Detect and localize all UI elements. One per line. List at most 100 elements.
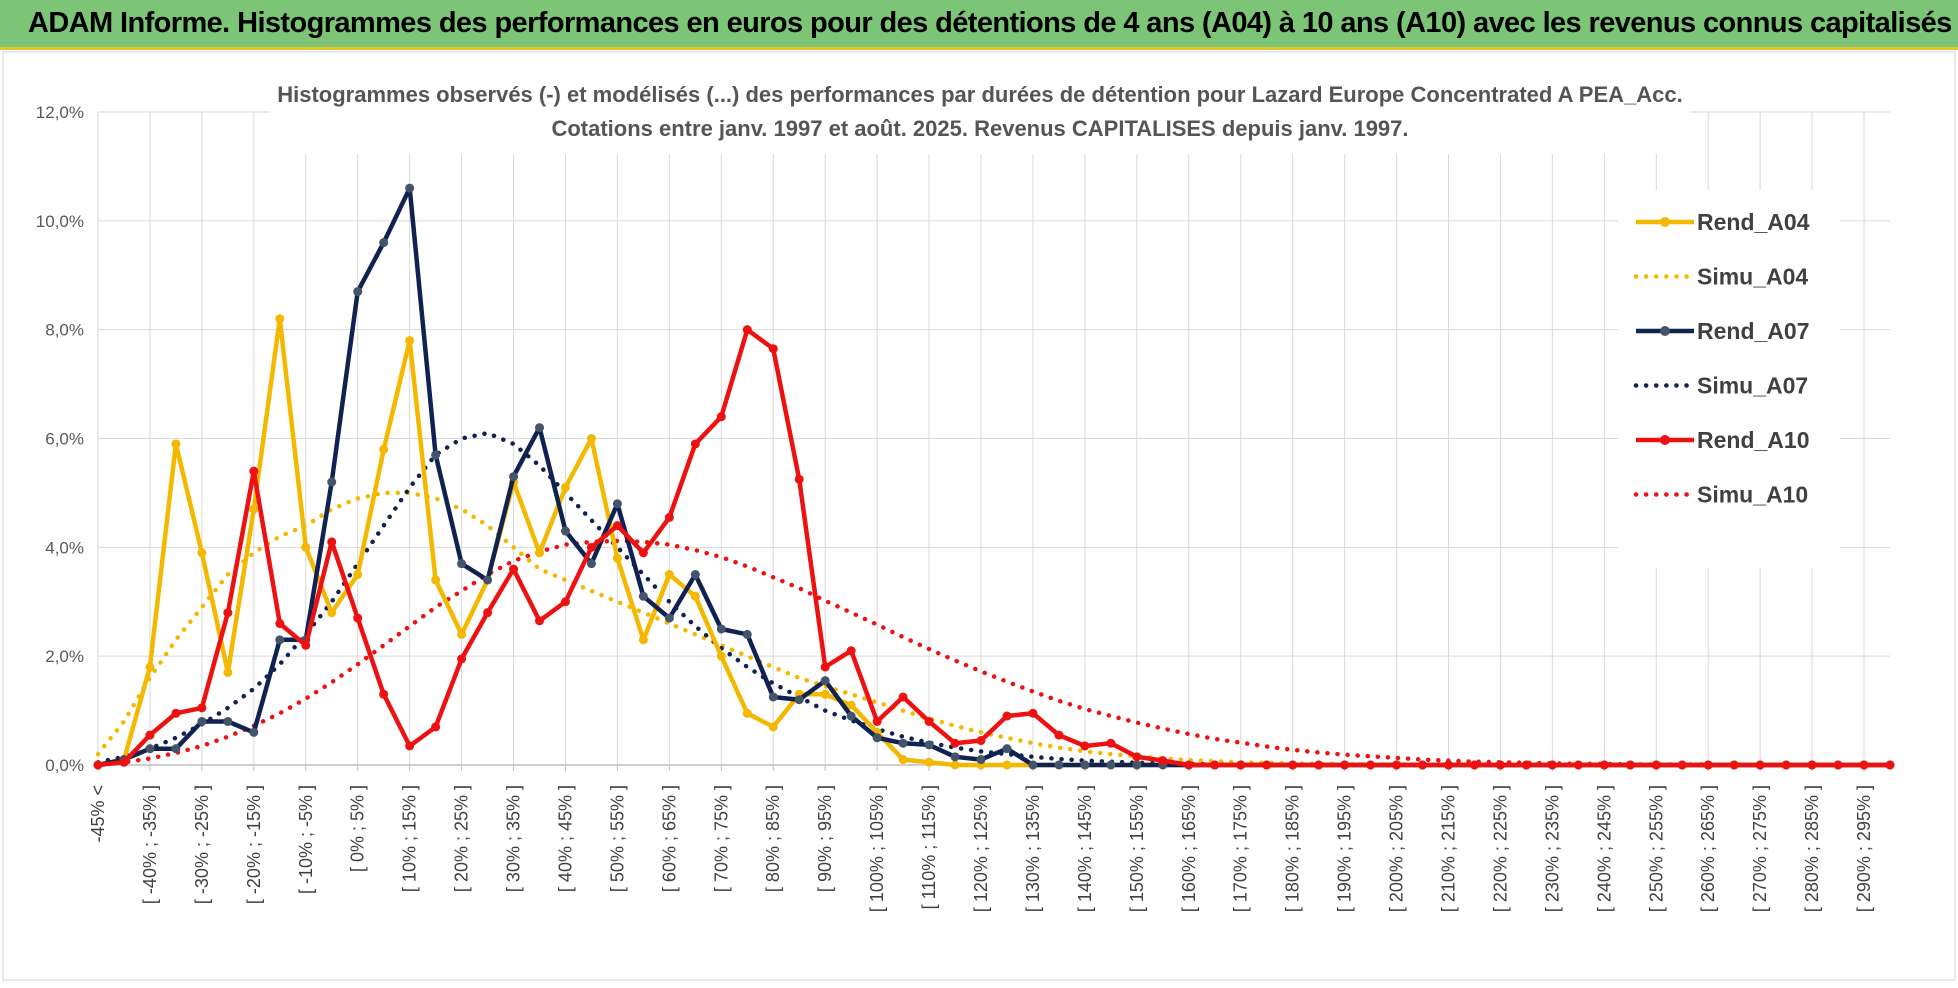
x-tick-label: [ 110% ; 115% ] [919,785,939,909]
data-point [950,752,960,762]
data-point [690,570,700,580]
data-point [1054,760,1064,770]
data-point [1106,738,1116,748]
data-point [1677,760,1687,770]
data-point [1132,760,1142,770]
data-point [664,570,674,580]
data-point [1859,760,1869,770]
data-point [249,504,259,514]
legend-label: Rend_A07 [1697,318,1809,344]
data-point [560,526,570,536]
data-point [898,692,908,702]
y-tick-label: 0,0% [45,756,84,775]
x-tick-label: [ 140% ; 145% ] [1075,785,1095,912]
data-point [612,553,622,563]
data-point [846,646,856,656]
data-point [483,608,493,618]
chart-title-line-1: Histogrammes observés (-) et modélisés (… [277,82,1683,107]
legend-marker [1660,326,1670,336]
data-point [457,654,467,664]
data-point [794,695,804,705]
data-point [223,716,233,726]
data-point [1807,760,1817,770]
x-tick-label: [ -10% ; -5% ] [296,785,316,894]
data-point [509,472,519,482]
data-point [716,651,726,661]
data-point [898,755,908,765]
x-tick-label: [ 50% ; 55% ] [607,785,627,892]
data-point [560,597,570,607]
data-point [742,629,752,639]
legend: Rend_A04 Simu_A04 Rend_A07 Simu_A07 Rend_A10… [1618,190,1840,568]
data-point [846,700,856,710]
data-point [1599,760,1609,770]
data-point [223,667,233,677]
data-point [379,689,389,699]
data-point [586,542,596,552]
data-point [431,722,441,732]
data-point [1132,752,1142,762]
data-point [119,757,129,767]
data-point [742,325,752,335]
legend-marker [1660,217,1670,227]
data-point [1054,730,1064,740]
data-point [872,716,882,726]
data-point [1080,760,1090,770]
x-tick-label: [ 180% ; 185% ] [1283,785,1303,912]
data-point [275,619,285,629]
header-banner: ADAM Informe. Histogrammes des performan… [0,0,1958,50]
data-point [950,738,960,748]
data-point [638,591,648,601]
data-point [664,613,674,623]
data-point [275,635,285,645]
x-tick-label: [ 200% ; 205% ] [1387,785,1407,912]
data-point [275,314,285,324]
y-tick-label: 8,0% [45,321,84,340]
data-point [197,548,207,558]
series-line [95,490,1893,768]
data-point [327,608,337,618]
x-tick-label: [ 130% ; 135% ] [1023,785,1043,912]
data-point [1392,760,1402,770]
y-tick-label: 12,0% [36,103,84,122]
data-point [431,450,441,460]
data-point [768,692,778,702]
data-point [301,640,311,650]
data-point [405,336,415,346]
data-point [509,564,519,574]
data-point [327,537,337,547]
data-point [1002,744,1012,754]
data-point [145,730,155,740]
x-tick-label: [ 210% ; 215% ] [1438,785,1458,912]
data-point [820,676,830,686]
chart-area: 0,0% 2,0% 4,0% 6,0% 8,0% 10,0% 12,0% -45% < [ -… [0,50,1958,983]
data-point [898,738,908,748]
series-layer [93,183,1895,770]
data-point [976,755,986,765]
legend-label: Simu_A07 [1697,373,1808,399]
data-point [742,708,752,718]
data-point [1028,760,1038,770]
data-point [716,624,726,634]
data-point [327,477,337,487]
x-tick-label: [ 90% ; 95% ] [815,785,835,892]
data-point [638,548,648,558]
data-point [457,629,467,639]
data-point [1651,760,1661,770]
data-point [431,575,441,585]
data-point [846,711,856,721]
legend-label: Simu_A04 [1697,264,1808,290]
data-point [1885,760,1895,770]
data-point [353,613,363,623]
x-tick-label: [ 240% ; 245% ] [1594,785,1614,912]
data-point [1340,760,1350,770]
data-point [249,466,259,476]
data-point [379,238,389,248]
data-point [950,760,960,770]
data-point [197,716,207,726]
data-point [820,689,830,699]
data-point [872,733,882,743]
data-point [1002,760,1012,770]
y-tick-label: 6,0% [45,430,84,449]
data-point [1080,741,1090,751]
